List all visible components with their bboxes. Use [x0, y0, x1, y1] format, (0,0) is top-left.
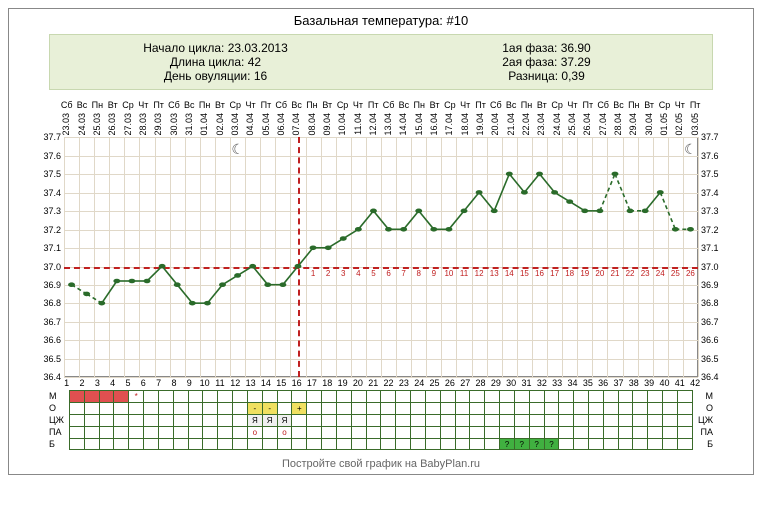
- x-label: Ср01.05: [657, 100, 672, 137]
- x-label: Сб20.04: [488, 100, 503, 137]
- tracks: М*МО--+ОЦЖЯЯЯЦЖПАooПАБ????Б: [39, 390, 723, 454]
- footer: Постройте свой график на BabyPlan.ru: [9, 454, 753, 474]
- x-label: Пт29.03: [151, 100, 166, 137]
- x-label: Чт25.04: [565, 100, 580, 137]
- x-label: Чт28.03: [136, 100, 151, 137]
- x-label: Пн25.03: [90, 100, 105, 137]
- x-label: Вс28.04: [611, 100, 626, 137]
- x-label: Вт26.03: [105, 100, 120, 137]
- x-label: Вт09.04: [320, 100, 335, 137]
- x-label: Вт16.04: [427, 100, 442, 137]
- x-label: Сб23.03: [59, 100, 74, 137]
- x-label: Чт02.05: [672, 100, 687, 137]
- day-numbers: 1234567891011121314151617181920212223242…: [39, 377, 723, 390]
- x-label: Сб13.04: [381, 100, 396, 137]
- info-box: Начало цикла: 23.03.2013 Длина цикла: 42…: [49, 34, 713, 90]
- plot-wrap: 37.737.637.537.437.337.237.137.036.936.8…: [39, 137, 723, 377]
- x-label: Пт26.04: [580, 100, 595, 137]
- x-label: Пн15.04: [412, 100, 427, 137]
- x-label: Вт23.04: [534, 100, 549, 137]
- plot: 1234567891011121314151617181920212223242…: [64, 137, 698, 377]
- x-label: Пт03.05: [687, 100, 702, 137]
- x-label: Пн29.04: [626, 100, 641, 137]
- x-label: Чт11.04: [350, 100, 365, 137]
- x-label: Ср27.03: [120, 100, 135, 137]
- x-label: Чт18.04: [458, 100, 473, 137]
- info-right: 1ая фаза: 36.90 2ая фаза: 37.29 Разница:…: [381, 41, 712, 83]
- x-label: Вс21.04: [504, 100, 519, 137]
- x-label: Пт19.04: [473, 100, 488, 137]
- x-label: Ср10.04: [335, 100, 350, 137]
- chart-area: Сб23.03Вс24.03Пн25.03Вт26.03Ср27.03Чт28.…: [9, 100, 753, 454]
- x-label: Сб06.04: [274, 100, 289, 137]
- chart-container: Базальная температура: #10 Начало цикла:…: [8, 8, 754, 475]
- x-label: Пн22.04: [519, 100, 534, 137]
- x-label: Вс24.03: [74, 100, 89, 137]
- x-label: Ср24.04: [550, 100, 565, 137]
- info-left: Начало цикла: 23.03.2013 Длина цикла: 42…: [50, 41, 381, 83]
- x-label: Вт30.04: [641, 100, 656, 137]
- x-label: Вс07.04: [289, 100, 304, 137]
- x-label: Пн01.04: [197, 100, 212, 137]
- track-ПА: ПАooПА: [49, 426, 713, 438]
- y-axis-left: 37.737.637.537.437.337.237.137.036.936.8…: [39, 137, 64, 377]
- x-label: Пт05.04: [258, 100, 273, 137]
- track-Б: Б????Б: [49, 438, 713, 450]
- x-label: Чт04.04: [243, 100, 258, 137]
- track-О: О--+О: [49, 402, 713, 414]
- x-label: Вс14.04: [396, 100, 411, 137]
- x-label: Сб27.04: [595, 100, 610, 137]
- x-label: Вс31.03: [182, 100, 197, 137]
- track-ЦЖ: ЦЖЯЯЯЦЖ: [49, 414, 713, 426]
- moon-icon: ☾: [684, 141, 697, 158]
- x-label: Пн08.04: [304, 100, 319, 137]
- moon-icon: ☾: [231, 141, 244, 158]
- y-axis-right: 37.737.637.537.437.337.237.137.036.936.8…: [698, 137, 723, 377]
- chart-title: Базальная температура: #10: [9, 9, 753, 32]
- x-label: Ср03.04: [228, 100, 243, 137]
- x-label: Пт12.04: [366, 100, 381, 137]
- track-М: М*М: [49, 390, 713, 402]
- x-axis-labels: Сб23.03Вс24.03Пн25.03Вт26.03Ср27.03Чт28.…: [39, 100, 723, 137]
- x-label: Вт02.04: [212, 100, 227, 137]
- x-label: Сб30.03: [166, 100, 181, 137]
- x-label: Ср17.04: [442, 100, 457, 137]
